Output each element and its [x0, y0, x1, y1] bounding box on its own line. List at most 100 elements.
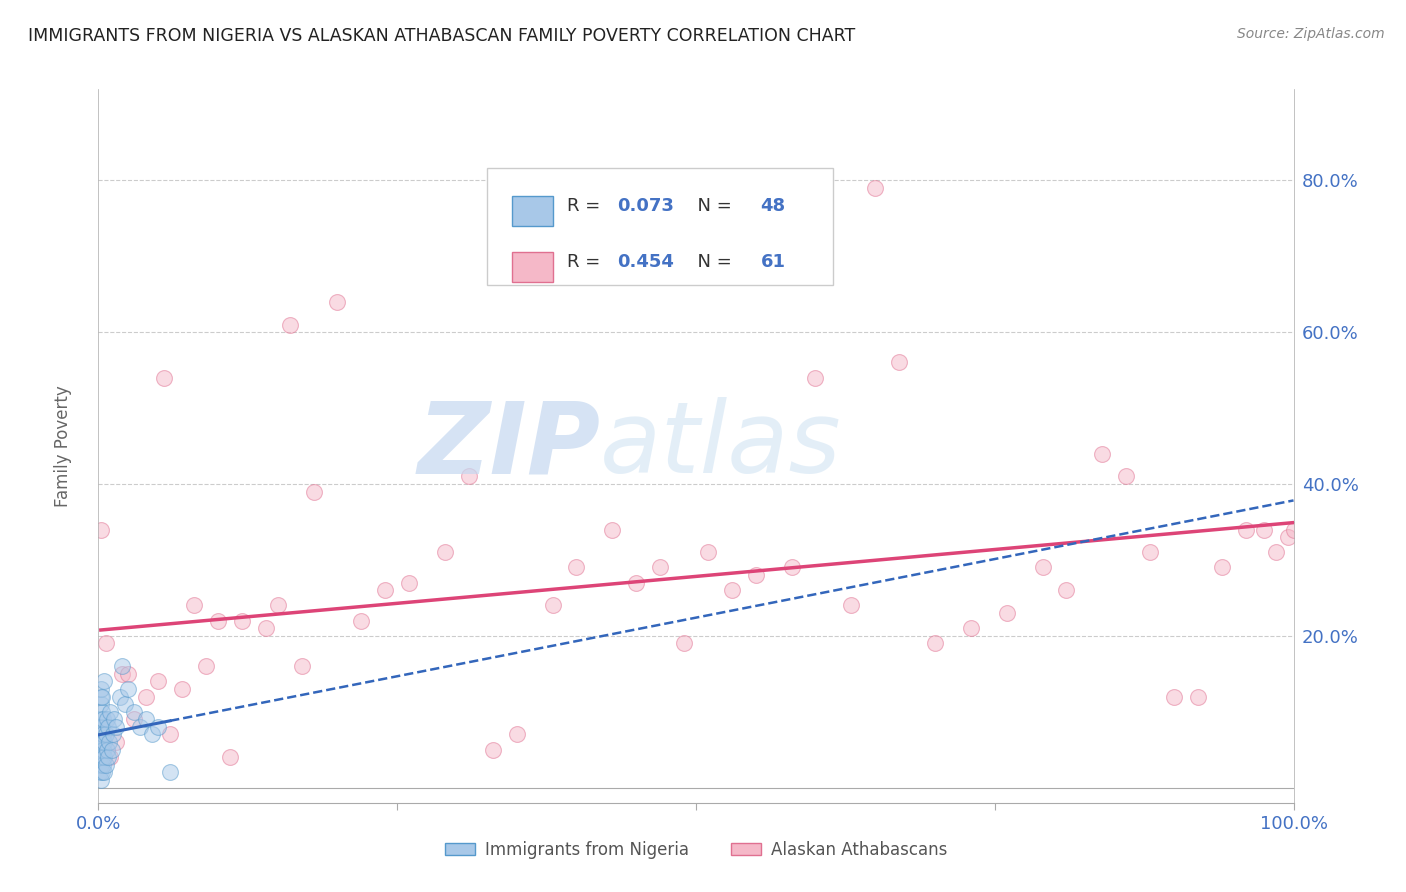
- Point: [89, 720, 111, 734]
- Point: [148, 720, 170, 734]
- Point: [183, 599, 205, 613]
- Point: [231, 614, 253, 628]
- Point: [94, 757, 117, 772]
- Point: [103, 712, 125, 726]
- Text: R =: R =: [567, 196, 606, 214]
- Point: [98, 735, 121, 749]
- Point: [91, 765, 114, 780]
- Point: [1211, 560, 1233, 574]
- FancyBboxPatch shape: [512, 252, 553, 282]
- Text: atlas: atlas: [600, 398, 842, 494]
- Point: [108, 690, 131, 704]
- Point: [172, 681, 194, 696]
- Point: [91, 705, 114, 719]
- Text: N =: N =: [686, 253, 738, 271]
- Point: [1234, 523, 1257, 537]
- Point: [90, 727, 112, 741]
- Point: [105, 735, 128, 749]
- Point: [745, 568, 768, 582]
- Text: 0.073: 0.073: [617, 196, 673, 214]
- Point: [995, 606, 1018, 620]
- Point: [267, 599, 290, 613]
- Text: 48: 48: [761, 196, 786, 214]
- Point: [458, 469, 481, 483]
- Point: [129, 720, 152, 734]
- Point: [101, 727, 124, 741]
- Point: [90, 681, 112, 696]
- Point: [481, 742, 505, 756]
- Point: [1115, 469, 1137, 483]
- Point: [1139, 545, 1161, 559]
- Text: R =: R =: [567, 253, 606, 271]
- Point: [90, 712, 112, 726]
- Point: [506, 727, 529, 741]
- Point: [865, 181, 887, 195]
- Text: 61: 61: [761, 253, 786, 271]
- Point: [90, 757, 112, 772]
- Point: [159, 765, 181, 780]
- Point: [91, 757, 114, 772]
- Point: [91, 750, 114, 764]
- Point: [91, 727, 114, 741]
- Point: [124, 705, 146, 719]
- Point: [648, 560, 672, 574]
- Point: [98, 705, 122, 719]
- Point: [602, 523, 624, 537]
- Point: [89, 735, 111, 749]
- Point: [1277, 530, 1299, 544]
- Point: [841, 599, 863, 613]
- Point: [91, 742, 114, 756]
- Point: [89, 765, 111, 780]
- Point: [93, 674, 115, 689]
- Point: [97, 750, 120, 764]
- Point: [1032, 560, 1054, 574]
- Point: [673, 636, 696, 650]
- Point: [124, 712, 146, 726]
- Point: [91, 712, 114, 726]
- Point: [924, 636, 946, 650]
- Point: [89, 750, 111, 764]
- Point: [278, 318, 301, 332]
- Point: [541, 599, 564, 613]
- Point: [302, 484, 325, 499]
- Point: [111, 659, 134, 673]
- Text: 0.454: 0.454: [617, 253, 673, 271]
- Point: [91, 727, 114, 741]
- Point: [780, 560, 803, 574]
- Point: [626, 575, 648, 590]
- Point: [135, 712, 157, 726]
- Point: [90, 690, 112, 704]
- Point: [195, 659, 218, 673]
- Point: [254, 621, 277, 635]
- Point: [91, 735, 114, 749]
- Text: IMMIGRANTS FROM NIGERIA VS ALASKAN ATHABASCAN FAMILY POVERTY CORRELATION CHART: IMMIGRANTS FROM NIGERIA VS ALASKAN ATHAB…: [28, 27, 855, 45]
- Text: N =: N =: [686, 196, 738, 214]
- Point: [219, 750, 242, 764]
- Point: [1187, 690, 1209, 704]
- FancyBboxPatch shape: [512, 195, 553, 226]
- Point: [153, 370, 176, 384]
- Point: [350, 614, 373, 628]
- Legend: Immigrants from Nigeria, Alaskan Athabascans: Immigrants from Nigeria, Alaskan Athabas…: [439, 835, 953, 866]
- Point: [117, 666, 139, 681]
- Point: [90, 697, 112, 711]
- Point: [889, 355, 911, 369]
- FancyBboxPatch shape: [486, 168, 834, 285]
- Point: [141, 727, 163, 741]
- Point: [96, 712, 118, 726]
- Point: [105, 720, 128, 734]
- Point: [100, 742, 122, 756]
- Point: [93, 750, 115, 764]
- Point: [1282, 523, 1305, 537]
- Text: ZIP: ZIP: [418, 398, 600, 494]
- Text: Source: ZipAtlas.com: Source: ZipAtlas.com: [1237, 27, 1385, 41]
- Point: [1091, 447, 1114, 461]
- Point: [117, 681, 139, 696]
- Text: Family Poverty: Family Poverty: [55, 385, 72, 507]
- Point: [96, 742, 118, 756]
- Point: [135, 690, 157, 704]
- Point: [291, 659, 314, 673]
- Point: [111, 666, 134, 681]
- Point: [1253, 523, 1275, 537]
- Point: [326, 294, 349, 309]
